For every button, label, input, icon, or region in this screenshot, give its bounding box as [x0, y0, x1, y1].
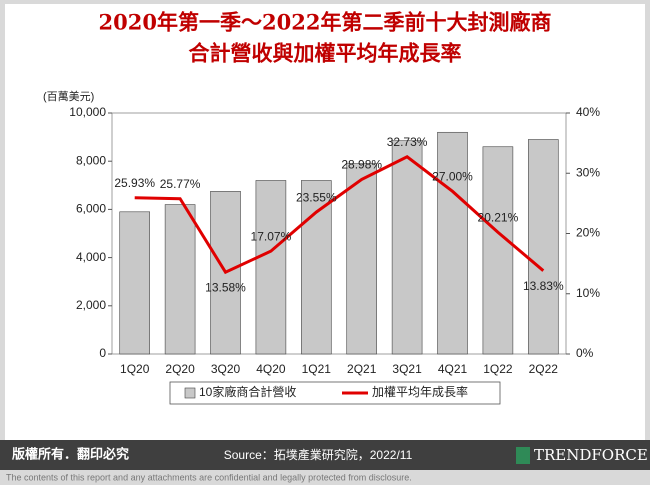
legend-label: 10家廠商合計營收	[199, 384, 296, 399]
bar	[346, 163, 377, 355]
chart-title: 合計營收與加權平均年成長率	[189, 41, 462, 66]
footer-rights: 版權所有．翻印必究	[12, 446, 129, 461]
bar	[482, 146, 514, 355]
data-label: 17.07%	[251, 229, 292, 243]
y2-tick-label: 10%	[576, 286, 600, 300]
data-label: 27.00%	[432, 169, 473, 183]
data-label: 25.77%	[160, 177, 201, 191]
x-tick-label: 3Q20	[211, 362, 241, 376]
data-label: 20.21%	[478, 210, 519, 224]
line	[134, 155, 545, 275]
x-tick-label: 3Q21	[392, 362, 422, 376]
y-tick-label: 8,000	[76, 153, 106, 167]
bar	[301, 180, 332, 355]
legend	[169, 381, 501, 405]
bar	[528, 139, 559, 355]
y-tick-label: 6,000	[76, 202, 106, 216]
y-tick-label: 4,000	[76, 250, 106, 264]
legend-swatch	[184, 387, 196, 399]
footer-source: Source：拓墣產業研究院，2022/11	[224, 447, 413, 462]
x-tick-label: 2Q20	[165, 362, 195, 376]
x-tick-label: 4Q20	[256, 362, 286, 376]
y-tick-label: 0	[99, 346, 106, 360]
bar	[391, 140, 423, 355]
data-label: 13.83%	[523, 279, 564, 293]
y2-tick-label: 0%	[576, 346, 594, 360]
data-label: 28.98%	[341, 158, 382, 172]
data-label: 32.73%	[387, 135, 428, 149]
bar	[164, 204, 196, 355]
x-tick-label: 1Q22	[483, 362, 513, 376]
data-label: 25.93%	[114, 176, 155, 190]
y2-tick-label: 40%	[576, 105, 600, 119]
y-tick-label: 2,000	[76, 298, 106, 312]
bar	[437, 131, 468, 355]
legend-label: 加權平均年成長率	[372, 384, 468, 399]
footer-bar	[0, 440, 650, 470]
data-label: 13.58%	[205, 280, 246, 294]
footer-brand: TRENDFORCE	[534, 446, 648, 464]
footer-disclaimer: The contents of this report and any atta…	[6, 472, 412, 482]
data-label: 23.55%	[296, 190, 337, 204]
y-axis-label: (百萬美元)	[43, 90, 94, 103]
logo-mark	[516, 447, 530, 464]
x-tick-label: 1Q20	[120, 362, 150, 376]
x-tick-label: 1Q21	[302, 362, 332, 376]
chart-title: 2020年第一季～2022年第二季前十大封測廠商	[99, 10, 552, 35]
x-tick-label: 2Q21	[347, 362, 377, 376]
y-tick-label: 10,000	[69, 105, 106, 119]
y2-tick-label: 20%	[576, 226, 600, 240]
x-tick-label: 2Q22	[529, 362, 559, 376]
bar	[255, 180, 287, 355]
bar	[119, 211, 150, 355]
x-tick-label: 4Q21	[438, 362, 468, 376]
y2-tick-label: 30%	[576, 165, 600, 179]
